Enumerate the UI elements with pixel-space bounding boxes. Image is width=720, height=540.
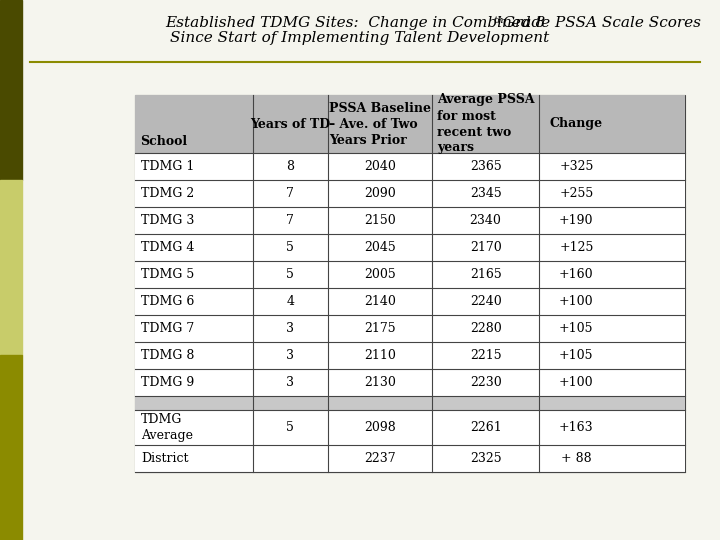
Text: 2240: 2240 — [469, 295, 502, 308]
Text: +125: +125 — [559, 241, 593, 254]
Text: TDMG 6: TDMG 6 — [141, 295, 194, 308]
Text: Change: Change — [550, 118, 603, 131]
Text: 2170: 2170 — [469, 241, 502, 254]
Text: +105: +105 — [559, 349, 593, 362]
Text: Grade PSSA Scale Scores: Grade PSSA Scale Scores — [498, 16, 701, 30]
Text: 3: 3 — [287, 322, 294, 335]
Text: +163: +163 — [559, 421, 594, 434]
Text: Average PSSA
for most
recent two
years: Average PSSA for most recent two years — [437, 93, 534, 154]
Text: +160: +160 — [559, 268, 594, 281]
Text: 2040: 2040 — [364, 160, 396, 173]
Text: Established TDMG Sites:  Change in Combined 8: Established TDMG Sites: Change in Combin… — [165, 16, 545, 30]
Text: 2325: 2325 — [470, 452, 501, 465]
Text: TDMG 2: TDMG 2 — [141, 187, 194, 200]
Text: +325: +325 — [559, 160, 593, 173]
Text: TDMG 5: TDMG 5 — [141, 268, 194, 281]
Text: +255: +255 — [559, 187, 593, 200]
Bar — [135, 288, 685, 315]
Text: 5: 5 — [287, 268, 294, 281]
Text: 5: 5 — [287, 241, 294, 254]
Text: 2005: 2005 — [364, 268, 395, 281]
Text: +190: +190 — [559, 214, 593, 227]
Text: 2098: 2098 — [364, 421, 395, 434]
Bar — [135, 315, 685, 342]
Text: TDMG 1: TDMG 1 — [141, 160, 194, 173]
Bar — [135, 95, 685, 153]
Text: TDMG 9: TDMG 9 — [141, 376, 194, 389]
Text: TDMG 7: TDMG 7 — [141, 322, 194, 335]
Bar — [135, 369, 685, 396]
Bar — [0, 180, 22, 355]
Text: TDMG
Average: TDMG Average — [141, 413, 193, 442]
Text: 4: 4 — [287, 295, 294, 308]
Text: TDMG 8: TDMG 8 — [141, 349, 194, 362]
Bar — [135, 153, 685, 180]
Text: 2215: 2215 — [470, 349, 501, 362]
Text: 2340: 2340 — [469, 214, 502, 227]
Text: District: District — [141, 452, 189, 465]
Bar — [0, 0, 22, 180]
Bar — [135, 180, 685, 207]
Bar — [135, 261, 685, 288]
Text: 2110: 2110 — [364, 349, 396, 362]
Text: 7: 7 — [287, 214, 294, 227]
Text: 2237: 2237 — [364, 452, 395, 465]
Text: 7: 7 — [287, 187, 294, 200]
Bar — [135, 207, 685, 234]
Text: 2165: 2165 — [469, 268, 502, 281]
Text: 2140: 2140 — [364, 295, 396, 308]
Text: 3: 3 — [287, 349, 294, 362]
Text: 2345: 2345 — [469, 187, 502, 200]
Text: 3: 3 — [287, 376, 294, 389]
Text: 2090: 2090 — [364, 187, 395, 200]
Bar — [135, 95, 685, 472]
Text: 8: 8 — [287, 160, 294, 173]
Bar — [135, 445, 685, 472]
Text: TDMG 4: TDMG 4 — [141, 241, 194, 254]
Bar — [0, 355, 22, 540]
Text: 2150: 2150 — [364, 214, 395, 227]
Text: 2230: 2230 — [469, 376, 502, 389]
Bar — [135, 234, 685, 261]
Text: TDMG 3: TDMG 3 — [141, 214, 194, 227]
Text: +105: +105 — [559, 322, 593, 335]
Text: 2280: 2280 — [469, 322, 502, 335]
Text: +100: +100 — [559, 295, 594, 308]
Text: + 88: + 88 — [561, 452, 592, 465]
Text: 2130: 2130 — [364, 376, 396, 389]
Text: Years of TD: Years of TD — [251, 118, 330, 131]
Text: 2175: 2175 — [364, 322, 395, 335]
Text: 2365: 2365 — [469, 160, 502, 173]
Bar — [135, 396, 685, 410]
Text: Since Start of Implementing Talent Development: Since Start of Implementing Talent Devel… — [171, 31, 549, 45]
Bar — [135, 410, 685, 445]
Text: PSSA Baseline
– Ave. of Two
Years Prior: PSSA Baseline – Ave. of Two Years Prior — [329, 102, 431, 146]
Text: School: School — [140, 135, 187, 148]
Bar — [135, 342, 685, 369]
Text: th: th — [493, 16, 504, 25]
Text: +100: +100 — [559, 376, 594, 389]
Text: 2045: 2045 — [364, 241, 395, 254]
Text: 5: 5 — [287, 421, 294, 434]
Text: 2261: 2261 — [469, 421, 502, 434]
